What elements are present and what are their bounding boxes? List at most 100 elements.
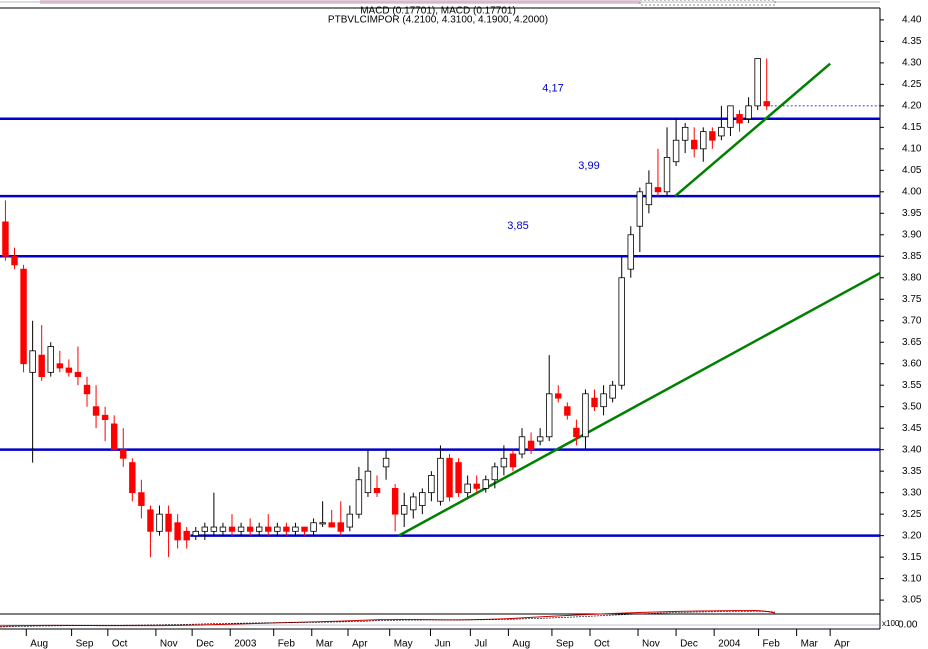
y-tick-label: 3.05 [902, 595, 922, 606]
candle-body [745, 105, 752, 120]
candle-body [382, 457, 390, 468]
support-label: 3,99 [578, 160, 599, 172]
y-tick-label: 3.70 [902, 315, 922, 326]
candle-body [473, 483, 480, 489]
y-tick-label: 3.85 [902, 251, 922, 262]
x-tick-label: Apr [834, 639, 850, 649]
x-tick-label: Aug [30, 639, 48, 649]
candle-body [255, 526, 263, 532]
candle-body [92, 406, 100, 416]
support-label: 4,17 [542, 83, 563, 95]
candle-body [618, 277, 625, 386]
macd-line [0, 609, 776, 627]
y-tick-label: 4.00 [902, 186, 922, 197]
y-tick-label: 3.50 [902, 401, 922, 412]
x-tick-label: Jun [434, 639, 450, 649]
candle-body [681, 126, 689, 141]
x-tick-label: 2004 [718, 639, 741, 649]
x-tick-label: Oct [112, 639, 128, 649]
candle-body [120, 449, 127, 459]
x-tick-label: Jul [474, 639, 487, 649]
candle-body [83, 384, 91, 395]
y-tick-label: 3.35 [902, 466, 922, 477]
candle-body [663, 157, 671, 193]
candle-body [527, 440, 535, 451]
candle-body [672, 139, 680, 163]
candle-body [545, 393, 553, 438]
candle-body [700, 131, 707, 150]
candle-body [573, 427, 580, 438]
candle-body [38, 354, 45, 378]
candle-body [192, 530, 199, 537]
candle-body [20, 268, 27, 365]
candle-body [500, 457, 508, 468]
candle-body [373, 487, 381, 494]
macd-signal [0, 610, 776, 628]
x-tick-label: Dec [680, 639, 698, 649]
x-tick-label: Mar [316, 639, 334, 649]
candle-body [727, 105, 734, 128]
candle-body [582, 393, 589, 438]
y-tick-label: 3.30 [902, 487, 922, 498]
x-tick-label: Sep [76, 639, 94, 649]
x-tick-label: Mar [801, 639, 819, 649]
x-tick-label: Feb [278, 639, 296, 649]
x-tick-label: Apr [352, 639, 368, 649]
candle-body [736, 114, 743, 124]
candle-body [201, 526, 209, 532]
chart-title: PTBVLCIMPOR (4.2100, 4.3100, 4.1900, 4.2… [328, 15, 548, 26]
y-tick-label: 4.30 [902, 58, 922, 69]
y-tick-label: 4.05 [902, 165, 922, 176]
candle-body [645, 182, 653, 206]
candle-body [636, 191, 644, 227]
candle-body [74, 371, 82, 378]
candle-body [446, 457, 453, 498]
strip-box [639, 0, 776, 6]
lower-scale-label: x100 [882, 619, 900, 628]
candle-body [138, 492, 145, 506]
candle-body [355, 479, 363, 515]
candle-body [129, 462, 136, 494]
candle-body [337, 522, 344, 532]
y-tick-label: 3.15 [902, 552, 922, 563]
candle-body [228, 526, 236, 532]
candle-body [564, 406, 571, 416]
candle-body [364, 470, 372, 494]
candle-body [2, 221, 9, 257]
candle-body [101, 414, 109, 420]
candle-body [301, 526, 308, 532]
y-tick-label: 3.60 [902, 358, 922, 369]
candle-body [156, 513, 163, 532]
candle-body [346, 513, 354, 528]
candle-body [310, 522, 317, 532]
candle-body [754, 58, 761, 107]
candle-body [11, 255, 18, 266]
candle-body [536, 436, 544, 442]
support-label: 3,85 [507, 220, 528, 232]
candle-body [174, 522, 181, 541]
y-tick-label: 4.10 [902, 143, 922, 154]
candle-body [183, 530, 190, 541]
y-tick-label: 3.40 [902, 444, 922, 455]
y-tick-label: 3.55 [902, 380, 922, 391]
candle-body [391, 487, 399, 515]
candle-body [400, 505, 408, 515]
candle-body [319, 522, 326, 525]
strip-bar [40, 0, 640, 4]
candle-body [591, 397, 598, 408]
candle-body [246, 526, 254, 532]
y-tick-label: 4.40 [902, 15, 922, 26]
x-tick-label: Aug [512, 639, 530, 649]
y-tick-label: 3.95 [902, 208, 922, 219]
candle-body [609, 384, 616, 399]
candle-body [437, 457, 444, 502]
candle-body [709, 131, 716, 141]
candle-body [210, 526, 218, 532]
y-tick-label: 3.45 [902, 423, 922, 434]
candle-body [428, 475, 435, 494]
candle-body [718, 126, 725, 137]
candle-body [274, 526, 281, 532]
